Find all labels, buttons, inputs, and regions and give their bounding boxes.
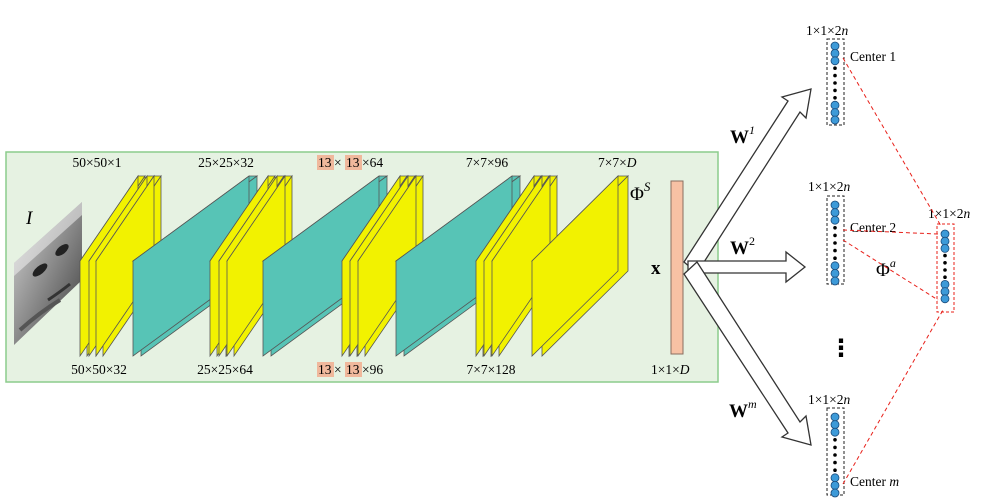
dim-top-2: 25×25×32 — [198, 155, 254, 170]
svg-text:×: × — [334, 155, 342, 170]
col-c2-node-3 — [830, 261, 840, 271]
col-c2-dot-7 — [833, 256, 837, 261]
center-2-dim: 1×1×2n — [808, 179, 850, 194]
col-c1-dot-7 — [833, 96, 837, 100]
col-cm-dot-4 — [833, 445, 837, 450]
conv-slab-9 — [357, 174, 424, 358]
col-pa-dot-4 — [943, 261, 947, 265]
dim-bottom-3: 13 × 13 ×96 — [317, 362, 383, 377]
center-m: 1×1×2n Center m — [808, 392, 899, 498]
svg-text:13: 13 — [318, 362, 332, 377]
dim-top-4: 7×7×96 — [466, 155, 508, 170]
conv-slab-3 — [95, 174, 162, 358]
col-cm-dot-6 — [833, 460, 837, 465]
layer-stack — [79, 174, 629, 358]
col-cm-dot-3 — [833, 438, 837, 442]
col-c1-node-2 — [830, 56, 840, 66]
phi-a-label: Φa — [876, 256, 896, 281]
col-cm-node-0 — [830, 412, 840, 422]
col-c1-dot-6 — [833, 88, 837, 93]
col-pa-node-3 — [940, 279, 950, 289]
svg-text:13: 13 — [346, 362, 360, 377]
input-face-image — [14, 202, 82, 345]
col-cm-node-5 — [830, 488, 840, 498]
dim-bottom-1: 50×50×32 — [71, 362, 127, 377]
feature-vector — [670, 180, 684, 355]
feature-dim-label: 1×1×D — [651, 362, 690, 377]
center-m-label: Center m — [850, 474, 899, 489]
phi-a-column: 1×1×2n Φa — [876, 206, 970, 313]
center-m-dim: 1×1×2n — [808, 392, 850, 407]
col-c2-dot-5 — [833, 241, 837, 245]
dim-top-5: 7×7×D — [598, 155, 637, 170]
col-c2-node-5 — [830, 276, 840, 286]
col-cm-dot-7 — [833, 468, 837, 473]
center-1-label: Center 1 — [850, 49, 896, 64]
dim-bottom-4: 7×7×128 — [467, 362, 516, 377]
col-cm-node-3 — [830, 473, 840, 483]
col-c1-node-5 — [830, 115, 840, 125]
col-c1-node-4 — [830, 108, 840, 117]
center-1: 1×1×2n Center 1 — [806, 23, 896, 126]
svg-text:13: 13 — [346, 155, 360, 170]
svg-text:×64: ×64 — [362, 155, 383, 170]
center-1-dim: 1×1×2n — [806, 23, 848, 38]
col-cm-node-4 — [830, 480, 840, 490]
w2-label: W2 — [730, 234, 755, 259]
center-2-label: Center 2 — [850, 220, 896, 235]
col-c2-node-4 — [830, 268, 840, 278]
center-2: 1×1×2n Center 2 — [808, 179, 896, 286]
input-symbol: I — [25, 208, 34, 229]
col-c2-node-1 — [830, 208, 840, 218]
col-pa-dot-6 — [943, 275, 947, 280]
col-cm-dot-5 — [833, 453, 837, 457]
col-c2-dot-4 — [833, 233, 837, 238]
col-pa-dot-3 — [943, 253, 947, 258]
conv-slab-final — [531, 175, 629, 357]
svg-text:×96: ×96 — [362, 362, 383, 377]
pool-slab-2 — [261, 175, 389, 357]
phi-a-dim: 1×1×2n — [928, 206, 970, 221]
centers-ellipsis: ⋮ — [829, 334, 853, 362]
col-c1-dot-5 — [833, 81, 837, 85]
pool-slab-1 — [131, 175, 259, 357]
col-pa-node-2 — [940, 243, 950, 253]
dim-bottom-2: 25×25×64 — [197, 362, 253, 377]
arrow-w1 — [683, 88, 812, 274]
col-c2-dot-3 — [833, 226, 837, 230]
conv-slab-6 — [226, 174, 293, 358]
col-c1-dot-3 — [833, 66, 837, 70]
svg-text:×: × — [334, 362, 342, 377]
dim-top-1: 50×50×1 — [73, 155, 122, 170]
col-c2-node-0 — [830, 200, 840, 210]
col-cm-node-2 — [830, 427, 840, 437]
col-c1-dot-4 — [833, 73, 837, 78]
arrow-wm — [683, 260, 812, 446]
col-cm-node-1 — [830, 420, 840, 430]
conv-slab-12 — [491, 174, 558, 358]
col-pa-dot-5 — [943, 268, 947, 272]
svg-text:13: 13 — [318, 155, 332, 170]
dashed-connectors — [842, 57, 944, 485]
col-c1-node-0 — [830, 41, 840, 51]
feature-vector-label: x — [651, 258, 661, 279]
wm-label: Wm — [729, 397, 757, 422]
col-pa-node-5 — [940, 294, 950, 304]
col-c2-dot-6 — [833, 248, 837, 253]
dim-top-3: 13 × 13 ×64 — [317, 155, 383, 170]
col-c1-node-1 — [830, 49, 840, 58]
col-c2-node-2 — [830, 215, 840, 225]
phi-s-label: ΦS — [630, 179, 651, 205]
col-c1-node-3 — [830, 100, 840, 110]
pool-slab-3 — [394, 175, 522, 357]
w1-label: W1 — [730, 123, 755, 148]
